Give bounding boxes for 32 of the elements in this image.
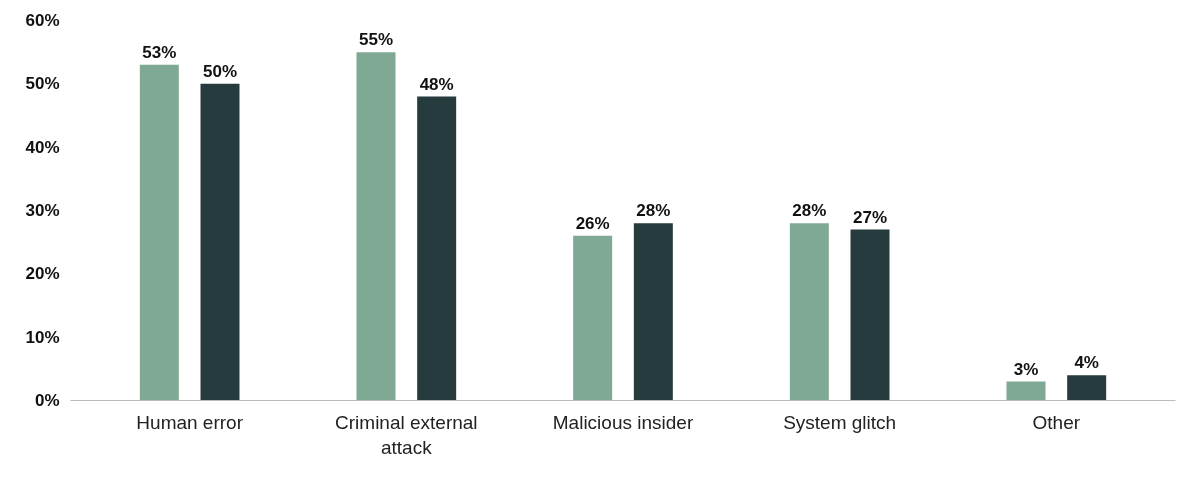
data-label: 3% (1013, 359, 1039, 379)
data-label: 4% (1074, 353, 1099, 373)
data-label: 53% (142, 42, 177, 62)
bar (417, 96, 457, 401)
x-tick-label: System glitch (783, 411, 897, 433)
bar (633, 223, 673, 401)
data-label: 27% (852, 207, 888, 227)
x-tick-label: Human error (136, 411, 244, 433)
data-label: 55% (358, 30, 394, 50)
data-label: 50% (202, 61, 238, 81)
data-label: 28% (792, 201, 827, 221)
x-tick-label: Other (1032, 411, 1081, 433)
bar (573, 235, 613, 401)
data-label: 48% (419, 74, 454, 94)
y-tick-label: 40% (25, 137, 60, 157)
y-tick-label: 20% (25, 264, 60, 284)
x-tick-label: Malicious insider (552, 411, 694, 433)
y-tick-label: 30% (25, 201, 60, 220)
data-label: 28% (636, 201, 671, 221)
bar (1067, 375, 1107, 401)
bar (139, 64, 179, 401)
bar (850, 229, 890, 401)
bar (1006, 381, 1046, 401)
y-tick-label: 50% (25, 74, 60, 94)
data-label: 26% (575, 213, 610, 233)
bar (200, 83, 240, 401)
y-tick-label: 60% (25, 11, 60, 30)
bar (356, 52, 396, 401)
x-tick-label: Criminal external attack (335, 411, 478, 458)
y-tick-label: 0% (34, 391, 60, 410)
y-tick-label: 10% (25, 327, 60, 347)
bar (789, 223, 829, 401)
